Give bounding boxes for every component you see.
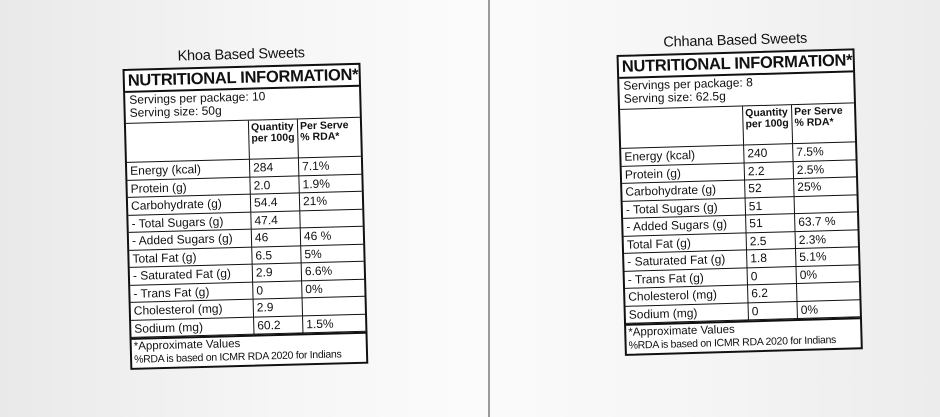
quantity-value: 240 [743, 143, 794, 163]
rda-value: 7.1% [298, 156, 362, 176]
nutrition-rows: Energy (kcal) 240 7.5% Protein (g) 2.2 2.5% Ca… [621, 141, 860, 324]
label-title: Khoa Based Sweets [177, 45, 305, 65]
quantity-value: 1.8 [746, 248, 796, 268]
quantity-value: 51 [745, 196, 795, 215]
rda-value [299, 208, 363, 228]
rda-value: 0% [796, 299, 860, 319]
col-qty-line2: per 100g [251, 131, 295, 145]
chhana-nutrition-label: Chhana Based Sweets NUTRITIONAL INFORMAT… [616, 29, 863, 356]
rda-value: 6.6% [301, 261, 365, 281]
rda-value [302, 296, 365, 316]
quantity-value: 2.9 [252, 262, 302, 282]
quantity-value: 2.0 [249, 175, 300, 195]
quantity-value: 0 [252, 280, 303, 300]
table-header-row: Quantity per 100g Per Serve% RDA* [620, 103, 856, 149]
footnotes: *Approximate Values %RDA is based on ICM… [626, 317, 861, 354]
rda-value: 7.5% [792, 141, 856, 162]
nutrition-table-box: NUTRITIONAL INFORMATION* Servings per pa… [122, 62, 369, 370]
quantity-value: 0 [747, 301, 798, 320]
quantity-value: 46 [251, 227, 301, 247]
quantity-value: 2.2 [744, 161, 794, 180]
quantity-column-header: Quantity per 100g [248, 119, 299, 160]
quantity-value: 2.9 [253, 297, 303, 317]
quantity-value: 51 [745, 213, 796, 233]
rda-column-header: Per Serve% RDA* [791, 103, 856, 144]
rda-value: 2.3% [795, 229, 858, 249]
footnotes: *Approximate Values %RDA is based on ICM… [131, 331, 367, 368]
rda-column-header: Per Serve% RDA* [297, 117, 361, 158]
nutrient-column-header [620, 106, 744, 149]
nutrient-column-header [125, 120, 250, 163]
rda-value: 21% [299, 191, 363, 211]
col-rda-line2: % RDA* [300, 130, 340, 144]
rda-value: 5% [300, 243, 364, 263]
col-qty-line2: per 100g [745, 117, 789, 131]
rda-value: 25% [793, 176, 857, 197]
quantity-value: 6.2 [747, 283, 797, 303]
nutrition-table-box: NUTRITIONAL INFORMATION* Servings per pa… [616, 48, 863, 356]
rda-value: 0% [795, 264, 859, 284]
rda-value: 0% [301, 278, 365, 298]
rda-value: 46 % [300, 226, 364, 246]
nutrition-table: Quantity per 100g Per Serve% RDA* Energy … [620, 103, 860, 324]
table-header-row: Quantity per 100g Per Serve% RDA* [125, 117, 361, 163]
rda-value: 2.5% [793, 159, 857, 179]
quantity-value: 0 [747, 266, 797, 285]
quantity-value: 54.4 [250, 192, 300, 212]
nutrition-table: Quantity per 100g Per Serve% RDA* Energy … [125, 117, 366, 338]
quantity-value: 284 [249, 157, 299, 177]
col-rda-line2: % RDA* [794, 115, 834, 130]
quantity-value: 2.5 [746, 231, 796, 250]
rda-value: 5.1% [795, 246, 859, 267]
rda-value [794, 194, 858, 214]
khoa-nutrition-label: Khoa Based Sweets NUTRITIONAL INFORMATIO… [122, 44, 369, 370]
center-divider [488, 0, 490, 417]
quantity-value: 6.5 [251, 245, 302, 265]
rda-value: 63.7 % [794, 211, 858, 232]
quantity-value: 60.2 [253, 315, 303, 335]
quantity-value: 47.4 [250, 210, 301, 230]
quantity-column-header: Quantity per 100g [742, 105, 793, 145]
rda-value: 1.5% [302, 313, 366, 333]
rda-value [796, 281, 860, 302]
quantity-value: 52 [744, 178, 795, 198]
rda-value: 1.9% [298, 173, 362, 193]
nutrition-rows: Energy (kcal) 284 7.1% Protein (g) 2.0 1.9% Ca… [126, 156, 366, 338]
